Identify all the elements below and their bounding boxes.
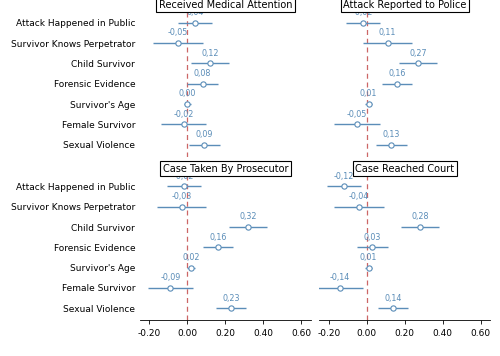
Text: -0,14: -0,14 — [330, 273, 350, 282]
Text: -0,05: -0,05 — [168, 28, 188, 37]
Title: Case Reached Court: Case Reached Court — [355, 163, 454, 173]
Text: 0,00: 0,00 — [178, 89, 196, 98]
Text: 0,32: 0,32 — [240, 213, 257, 221]
Text: 0,13: 0,13 — [382, 130, 400, 139]
Title: Received Medical Attention: Received Medical Attention — [158, 0, 292, 10]
Text: -0,05: -0,05 — [347, 110, 368, 119]
Text: 0,14: 0,14 — [384, 294, 402, 303]
Text: -0,09: -0,09 — [160, 273, 180, 282]
Text: 0,11: 0,11 — [379, 28, 396, 37]
Text: -0,02: -0,02 — [174, 110, 194, 119]
Text: 0,09: 0,09 — [196, 130, 213, 139]
Text: 0,08: 0,08 — [194, 69, 212, 78]
Text: 0,01: 0,01 — [360, 253, 378, 262]
Title: Case Taken By Prosecutor: Case Taken By Prosecutor — [162, 163, 288, 173]
Text: 0,27: 0,27 — [409, 49, 426, 58]
Text: 0,28: 0,28 — [411, 213, 428, 221]
Text: 0,12: 0,12 — [202, 49, 219, 58]
Text: 0,01: 0,01 — [360, 89, 378, 98]
Text: -0,12: -0,12 — [334, 172, 354, 181]
Text: 0,03: 0,03 — [364, 233, 381, 242]
Text: -0,04: -0,04 — [349, 192, 369, 201]
Text: -0,03: -0,03 — [172, 192, 192, 201]
Text: 0,16: 0,16 — [388, 69, 406, 78]
Text: -0,02: -0,02 — [174, 172, 194, 181]
Text: 0,02: 0,02 — [182, 253, 200, 262]
Text: 0,04: 0,04 — [186, 8, 204, 17]
Text: 0,16: 0,16 — [209, 233, 226, 242]
Text: 0,23: 0,23 — [222, 294, 240, 303]
Title: Attack Reported to Police: Attack Reported to Police — [343, 0, 466, 10]
Text: -0,02: -0,02 — [352, 8, 373, 17]
